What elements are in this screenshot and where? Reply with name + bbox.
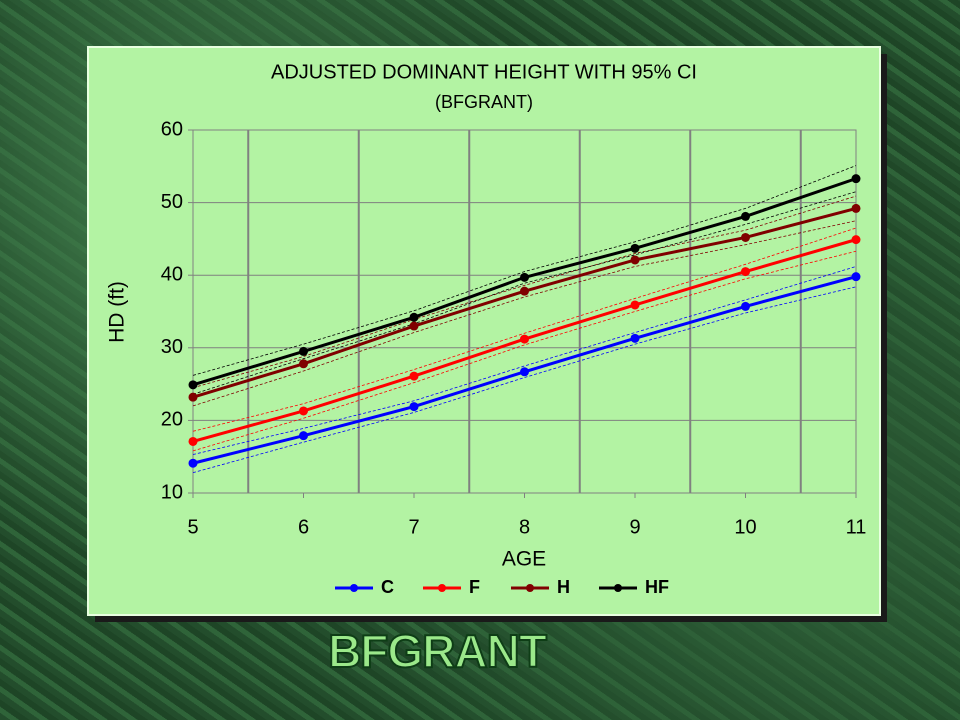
ci-line	[192, 250, 857, 452]
ci-line	[192, 286, 857, 474]
ci-line	[192, 227, 857, 432]
data-point	[520, 334, 529, 344]
data-point	[630, 300, 640, 310]
data-point	[741, 211, 750, 221]
slide-title: BFGRANT	[328, 625, 547, 677]
data-point	[741, 232, 750, 242]
y-tick-label: 30	[161, 336, 183, 358]
data-point	[851, 235, 861, 245]
y-axis-label: HD (ft)	[106, 281, 129, 343]
x-tick-label: 10	[734, 516, 756, 538]
legend-marker	[614, 584, 622, 592]
data-point	[299, 359, 308, 369]
chart-title: ADJUSTED DOMINANT HEIGHT WITH 95% CI	[271, 61, 697, 83]
y-tick-label: 40	[161, 263, 183, 285]
y-tick-label: 50	[161, 191, 183, 213]
x-axis-label: AGE	[502, 548, 546, 571]
data-point	[409, 312, 419, 322]
data-point	[520, 272, 529, 282]
data-point	[188, 392, 198, 402]
y-tick-label: 60	[161, 118, 183, 140]
data-point	[630, 333, 640, 343]
legend-label: HF	[645, 577, 669, 597]
legend-marker	[526, 584, 534, 592]
data-point	[630, 255, 640, 265]
data-point	[409, 371, 419, 381]
data-point	[851, 203, 861, 213]
data-point	[520, 367, 529, 377]
ci-line	[192, 220, 857, 407]
legend-label: H	[557, 577, 570, 597]
data-point	[188, 458, 198, 468]
y-tick-label: 10	[161, 481, 183, 503]
data-point	[741, 267, 750, 277]
ci-line	[192, 191, 857, 395]
data-point	[409, 402, 419, 412]
data-point	[520, 286, 529, 296]
x-tick-label: 6	[298, 516, 309, 538]
chart-subtitle: (BFGRANT)	[435, 92, 533, 112]
legend-label: C	[381, 577, 394, 597]
data-point	[851, 174, 861, 184]
data-point	[851, 272, 861, 282]
data-point	[299, 346, 308, 356]
ci-line	[192, 165, 857, 376]
legend-label: F	[469, 577, 480, 597]
data-point	[741, 301, 750, 311]
data-point	[299, 431, 308, 441]
legend-marker	[438, 584, 446, 592]
x-tick-label: 5	[187, 516, 198, 538]
panel	[87, 46, 881, 616]
x-tick-label: 8	[519, 516, 530, 538]
data-point	[188, 436, 198, 446]
data-point	[299, 406, 308, 416]
data-point	[188, 380, 198, 390]
x-tick-label: 9	[629, 516, 640, 538]
x-tick-label: 11	[846, 516, 867, 538]
legend-marker	[350, 584, 358, 592]
x-tick-label: 7	[408, 516, 419, 538]
y-tick-label: 20	[161, 409, 183, 431]
ci-line	[192, 195, 857, 389]
data-point	[409, 321, 419, 331]
data-point	[630, 243, 640, 253]
